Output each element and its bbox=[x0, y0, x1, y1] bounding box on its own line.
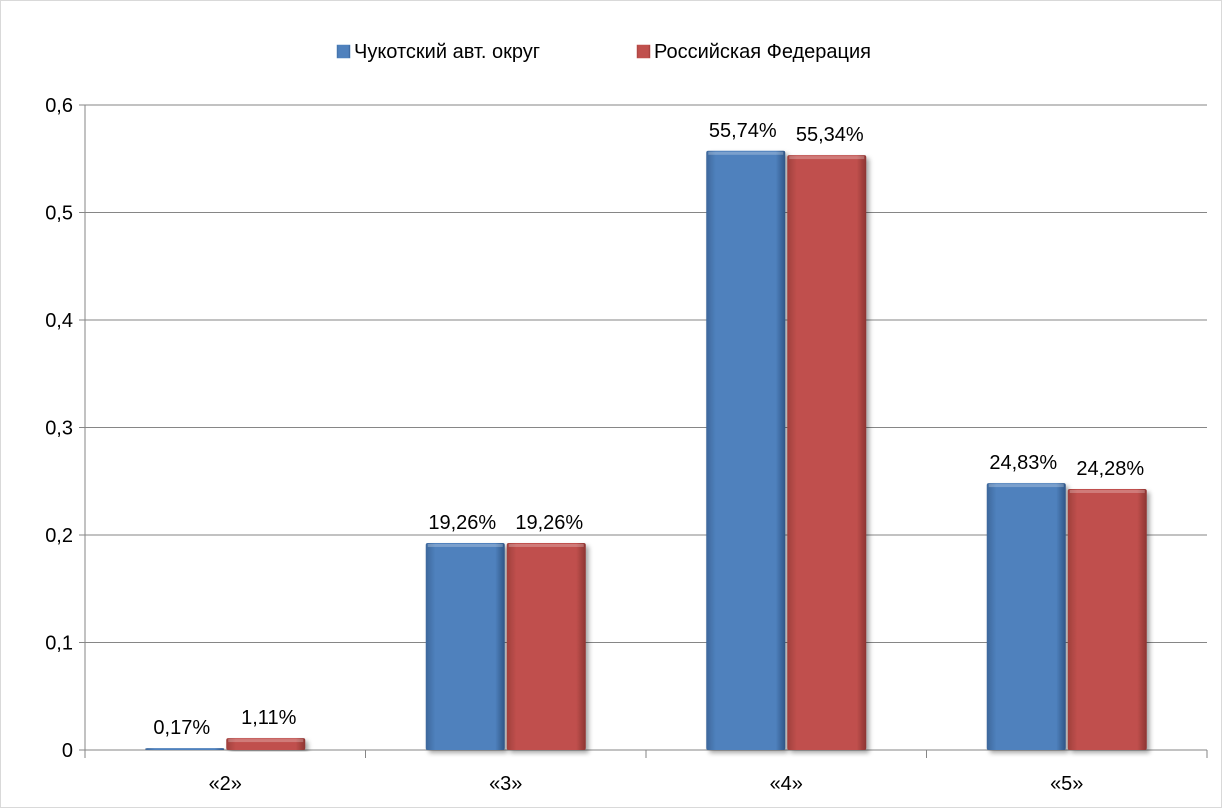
bar-bevel bbox=[1069, 489, 1145, 493]
data-label: 0,17% bbox=[153, 717, 210, 739]
y-tick-label: 0,1 bbox=[45, 633, 73, 655]
data-label: 19,26% bbox=[428, 512, 496, 534]
x-tick-label: «5» bbox=[1050, 773, 1083, 795]
data-label: 24,28% bbox=[1076, 458, 1144, 480]
y-axis: 0 0,1 0,2 0,3 0,4 0,5 0,6 bbox=[45, 95, 86, 762]
y-tick-label: 0,2 bbox=[45, 525, 73, 547]
legend-label: Чукотский авт. округ bbox=[354, 41, 540, 63]
bar-bevel bbox=[708, 151, 784, 155]
bar-bevel bbox=[427, 543, 503, 547]
data-label: 24,83% bbox=[989, 452, 1057, 474]
legend: Чукотский авт. округ Российская Федерация bbox=[336, 41, 871, 63]
data-label: 19,26% bbox=[515, 512, 583, 534]
bar-series-1 bbox=[425, 542, 505, 750]
legend-label: Российская Федерация bbox=[654, 41, 871, 63]
bar-bevel bbox=[789, 156, 865, 160]
x-tick-label: «3» bbox=[489, 773, 522, 795]
y-tick-label: 0,5 bbox=[45, 203, 73, 225]
bar-series-1 bbox=[145, 748, 225, 750]
bar-bevel bbox=[508, 543, 584, 547]
gridlines bbox=[79, 104, 1207, 751]
y-tick-label: 0,6 bbox=[45, 95, 73, 117]
x-axis: «2» «3» «4» «5» bbox=[84, 749, 1208, 795]
data-label: 1,11% bbox=[241, 707, 296, 729]
x-tick-label: «4» bbox=[770, 773, 803, 795]
legend-swatch bbox=[636, 44, 651, 59]
data-labels: 0,17% 1,11% 19,26% 19,26% 55,74% 55,34% 24,83%… bbox=[153, 120, 1144, 739]
bar-series-2 bbox=[506, 542, 586, 750]
bar-series-2 bbox=[787, 155, 867, 751]
bar-series-1 bbox=[986, 483, 1066, 750]
bar-bevel bbox=[228, 739, 304, 743]
y-tick-label: 0,3 bbox=[45, 418, 73, 440]
bar-series-2 bbox=[1067, 488, 1147, 750]
data-label: 55,34% bbox=[796, 124, 864, 146]
y-tick-label: 0,4 bbox=[45, 310, 73, 332]
bar-series-1 bbox=[706, 150, 786, 751]
legend-swatch bbox=[336, 44, 351, 59]
data-label: 55,74% bbox=[709, 120, 777, 142]
y-tick-label: 0 bbox=[62, 740, 73, 762]
bars bbox=[145, 150, 1147, 751]
bar-series-2 bbox=[226, 738, 306, 750]
x-tick-label: «2» bbox=[209, 773, 242, 795]
bar-bevel bbox=[988, 484, 1064, 488]
